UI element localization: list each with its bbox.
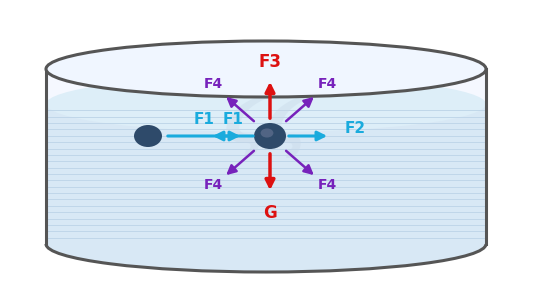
Ellipse shape xyxy=(46,41,486,97)
Text: F3: F3 xyxy=(259,53,281,71)
Text: F2: F2 xyxy=(345,121,366,136)
Ellipse shape xyxy=(261,129,273,138)
FancyBboxPatch shape xyxy=(46,104,486,244)
Ellipse shape xyxy=(46,41,486,97)
Ellipse shape xyxy=(46,216,486,272)
Text: F4: F4 xyxy=(317,178,337,192)
Text: F4: F4 xyxy=(204,77,223,91)
Text: ζζ: ζζ xyxy=(223,89,309,158)
Text: F4: F4 xyxy=(204,178,223,192)
Ellipse shape xyxy=(46,216,486,272)
FancyBboxPatch shape xyxy=(46,69,486,244)
Ellipse shape xyxy=(134,125,162,147)
Text: F1: F1 xyxy=(193,112,214,127)
Ellipse shape xyxy=(46,76,486,132)
Text: G: G xyxy=(263,204,277,222)
Ellipse shape xyxy=(254,123,286,149)
Text: F4: F4 xyxy=(317,77,337,91)
Text: F1: F1 xyxy=(223,112,244,127)
